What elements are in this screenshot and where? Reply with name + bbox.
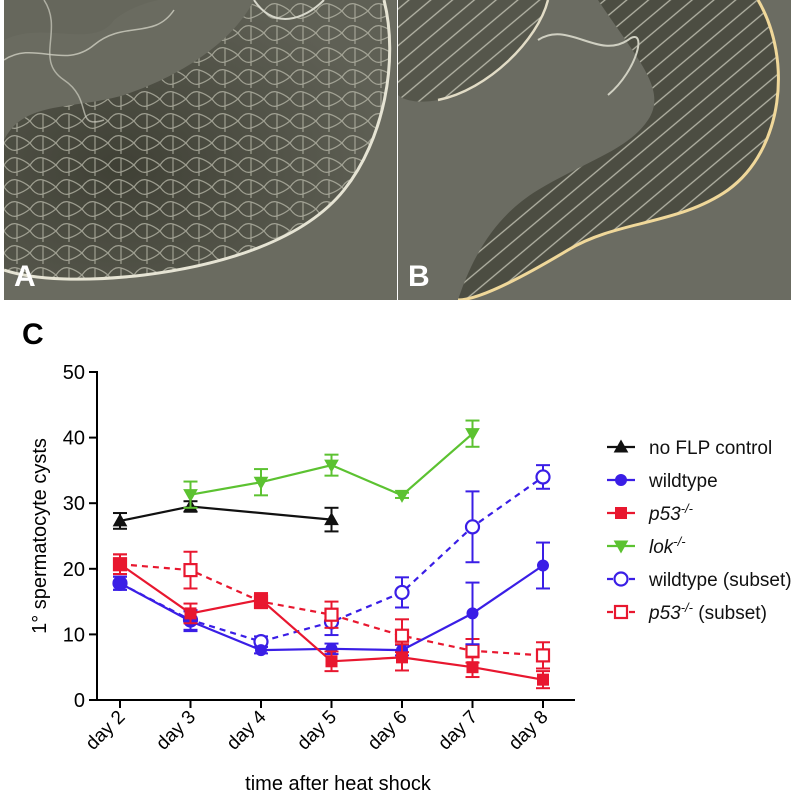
y-tick-label: 50 <box>63 362 85 384</box>
y-tick-label: 10 <box>63 624 85 646</box>
micrograph-panel-b: B <box>398 0 791 300</box>
data-point <box>324 607 339 622</box>
data-point <box>535 648 551 663</box>
legend-label: wildtype (subset) <box>648 570 792 591</box>
data-point <box>613 604 629 620</box>
x-tick-label: day 3 <box>152 707 200 755</box>
data-point <box>184 607 197 620</box>
legend-label: p53-/- (subset) <box>648 600 767 624</box>
data-point <box>183 489 198 503</box>
x-tick-label: day 8 <box>505 707 553 755</box>
series-3 <box>183 419 480 509</box>
x-tick-label: day 6 <box>364 707 412 755</box>
x-tick-label: day 2 <box>82 707 130 755</box>
data-point <box>394 584 410 601</box>
data-point <box>466 607 479 620</box>
data-point <box>324 459 339 473</box>
data-point <box>613 571 629 587</box>
data-point <box>324 512 339 526</box>
data-point <box>325 655 338 668</box>
x-tick-label: day 4 <box>223 706 271 754</box>
panel-label-c: C <box>22 318 44 351</box>
series-line <box>119 505 332 522</box>
y-tick-label: 40 <box>63 428 85 450</box>
data-point <box>465 643 480 658</box>
data-point <box>465 428 480 442</box>
legend-label: wildtype <box>648 471 718 492</box>
data-point <box>253 476 269 490</box>
legend-label: p53-/- <box>648 501 694 525</box>
data-point <box>615 474 627 486</box>
y-tick-label: 0 <box>74 690 85 712</box>
chart-axes: 0 10 20 30 40 50 day 2 day 3 day 4 day 5 day 6 day … <box>63 362 575 754</box>
testis-image-b <box>398 0 791 300</box>
y-tick-label: 20 <box>63 559 85 581</box>
series-1 <box>113 541 550 657</box>
data-point <box>537 673 549 686</box>
data-point <box>537 559 549 572</box>
testis-image-a <box>4 0 397 300</box>
data-point <box>613 540 629 554</box>
data-point <box>112 513 128 527</box>
data-point <box>535 469 551 485</box>
y-axis-label: 1° spermatocyte cysts <box>29 438 51 634</box>
data-point <box>466 661 479 674</box>
x-tick-label: day 7 <box>434 707 482 755</box>
legend-label: lok-/- <box>649 534 686 558</box>
data-point <box>615 507 627 519</box>
x-axis-label: time after heat shock <box>245 773 432 795</box>
data-point <box>114 558 126 571</box>
data-point <box>183 563 198 578</box>
data-point <box>255 593 267 606</box>
chart-series <box>112 419 551 690</box>
chart-legend: no FLP control wildtype p53-/- lok-/- wildty… <box>607 438 792 624</box>
data-point <box>613 439 629 453</box>
micrograph-panel-a: A <box>4 0 397 300</box>
data-point <box>255 644 267 657</box>
x-tick-label: day 5 <box>293 707 341 755</box>
data-point <box>396 651 408 664</box>
data-point <box>394 628 410 643</box>
data-point <box>114 577 126 590</box>
panel-label-b: B <box>408 260 430 293</box>
y-tick-label: 30 <box>63 493 85 515</box>
data-point <box>464 519 481 535</box>
series-0 <box>112 498 339 533</box>
data-point <box>394 489 410 503</box>
series-2 <box>113 553 550 690</box>
panel-label-a: A <box>14 260 36 293</box>
cyst-count-chart: C 0 10 20 30 40 50 day 2 day 3 day 4 day 5 day 6 da… <box>22 318 792 795</box>
legend-label: no FLP control <box>649 438 772 459</box>
